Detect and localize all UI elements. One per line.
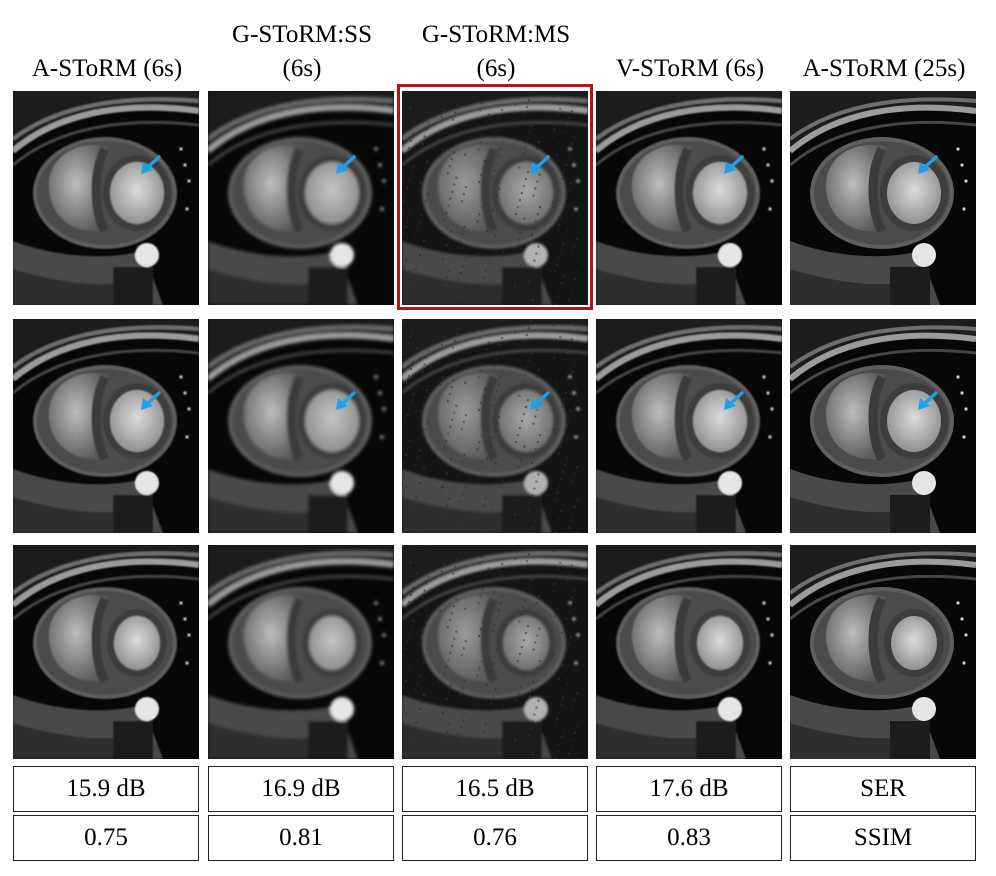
header-line-2: (6s) [476, 55, 516, 82]
header-line-1: A-SToRM (6s) [31, 55, 183, 82]
header-line-1: V-SToRM (6s) [615, 55, 765, 82]
mri-image-row-2 [13, 319, 199, 533]
mri-image-row-3 [596, 545, 782, 759]
ssim-value: SSIM [790, 815, 976, 861]
column-header: G-SToRM:MS (6s) [402, 8, 590, 86]
mri-image-row-2 [596, 319, 782, 533]
ssim-value: 0.81 [208, 815, 394, 861]
arrow-icon [336, 391, 356, 410]
mri-image-row-2 [208, 319, 394, 533]
arrow-icon [724, 391, 744, 410]
header-line-2: (6s) [282, 55, 322, 82]
ser-value: 16.9 dB [208, 766, 394, 812]
mri-image-row-1 [13, 91, 199, 305]
mri-image-row-1 [402, 91, 588, 305]
mri-image-row-2 [790, 319, 976, 533]
ssim-value: 0.75 [13, 815, 199, 861]
arrow-icon [141, 391, 161, 410]
ssim-value: 0.76 [402, 815, 588, 861]
header-line-1: G-SToRM:MS [421, 21, 571, 48]
arrow-icon [530, 391, 550, 410]
column-header: A-SToRM (25s) [790, 8, 978, 86]
mri-image-row-3 [208, 545, 394, 759]
arrow-icon [918, 391, 938, 410]
arrow-icon [918, 155, 938, 174]
arrow-icon [530, 155, 550, 174]
ser-value: 17.6 dB [596, 766, 782, 812]
header-line-1: A-SToRM (25s) [802, 55, 966, 82]
column-header: G-SToRM:SS (6s) [208, 8, 396, 86]
arrow-icon [141, 155, 161, 174]
column-header: V-SToRM (6s) [596, 8, 784, 86]
ssim-value: 0.83 [596, 815, 782, 861]
ser-value: 16.5 dB [402, 766, 588, 812]
mri-image-row-3 [13, 545, 199, 759]
ser-value: 15.9 dB [13, 766, 199, 812]
mri-image-row-3 [402, 545, 588, 759]
mri-image-row-1 [790, 91, 976, 305]
arrow-icon [724, 155, 744, 174]
mri-image-row-1 [596, 91, 782, 305]
column-header: A-SToRM (6s) [13, 8, 201, 86]
mri-image-row-1 [208, 91, 394, 305]
arrow-icon [336, 155, 356, 174]
header-line-1: G-SToRM:SS [232, 21, 372, 48]
mri-image-row-3 [790, 545, 976, 759]
highlight-box [397, 84, 593, 310]
mri-image-row-2 [402, 319, 588, 533]
ser-value: SER [790, 766, 976, 812]
